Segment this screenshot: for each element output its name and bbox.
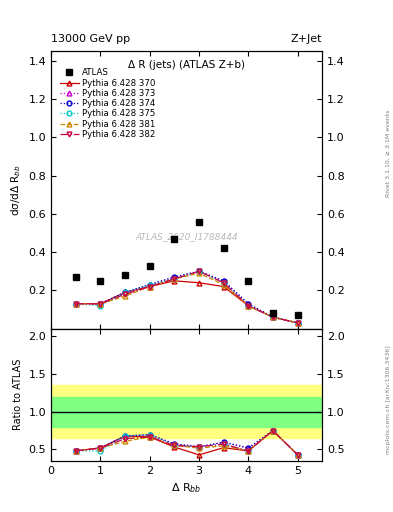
ATLAS (271, 310, 275, 316)
Y-axis label: dσ/dΔ R$_{bb}$: dσ/dΔ R$_{bb}$ (9, 164, 23, 216)
Line: ATLAS: ATLAS (72, 218, 301, 319)
Text: 13000 GeV pp: 13000 GeV pp (51, 33, 130, 44)
Bar (51, 397, 322, 427)
ATLAS (98, 278, 103, 284)
ATLAS (295, 312, 300, 318)
Y-axis label: Ratio to ATLAS: Ratio to ATLAS (13, 359, 23, 431)
Text: ATLAS_2020_I1788444: ATLAS_2020_I1788444 (135, 232, 238, 242)
ATLAS (147, 263, 152, 269)
ATLAS (123, 272, 127, 278)
ATLAS (246, 278, 251, 284)
ATLAS (73, 274, 78, 280)
Text: mcplots.cern.ch [arXiv:1306.3436]: mcplots.cern.ch [arXiv:1306.3436] (386, 345, 391, 454)
Text: Rivet 3.1.10, ≥ 3.1M events: Rivet 3.1.10, ≥ 3.1M events (386, 110, 391, 197)
X-axis label: Δ R$_{bb}$: Δ R$_{bb}$ (171, 481, 202, 495)
Legend: ATLAS, Pythia 6.428 370, Pythia 6.428 373, Pythia 6.428 374, Pythia 6.428 375, P: ATLAS, Pythia 6.428 370, Pythia 6.428 37… (58, 67, 157, 141)
ATLAS (221, 245, 226, 251)
ATLAS (172, 236, 177, 242)
ATLAS (196, 219, 201, 225)
Text: Δ R (jets) (ATLAS Z+b): Δ R (jets) (ATLAS Z+b) (128, 59, 245, 70)
Bar (51, 386, 322, 438)
Text: Z+Jet: Z+Jet (291, 33, 322, 44)
